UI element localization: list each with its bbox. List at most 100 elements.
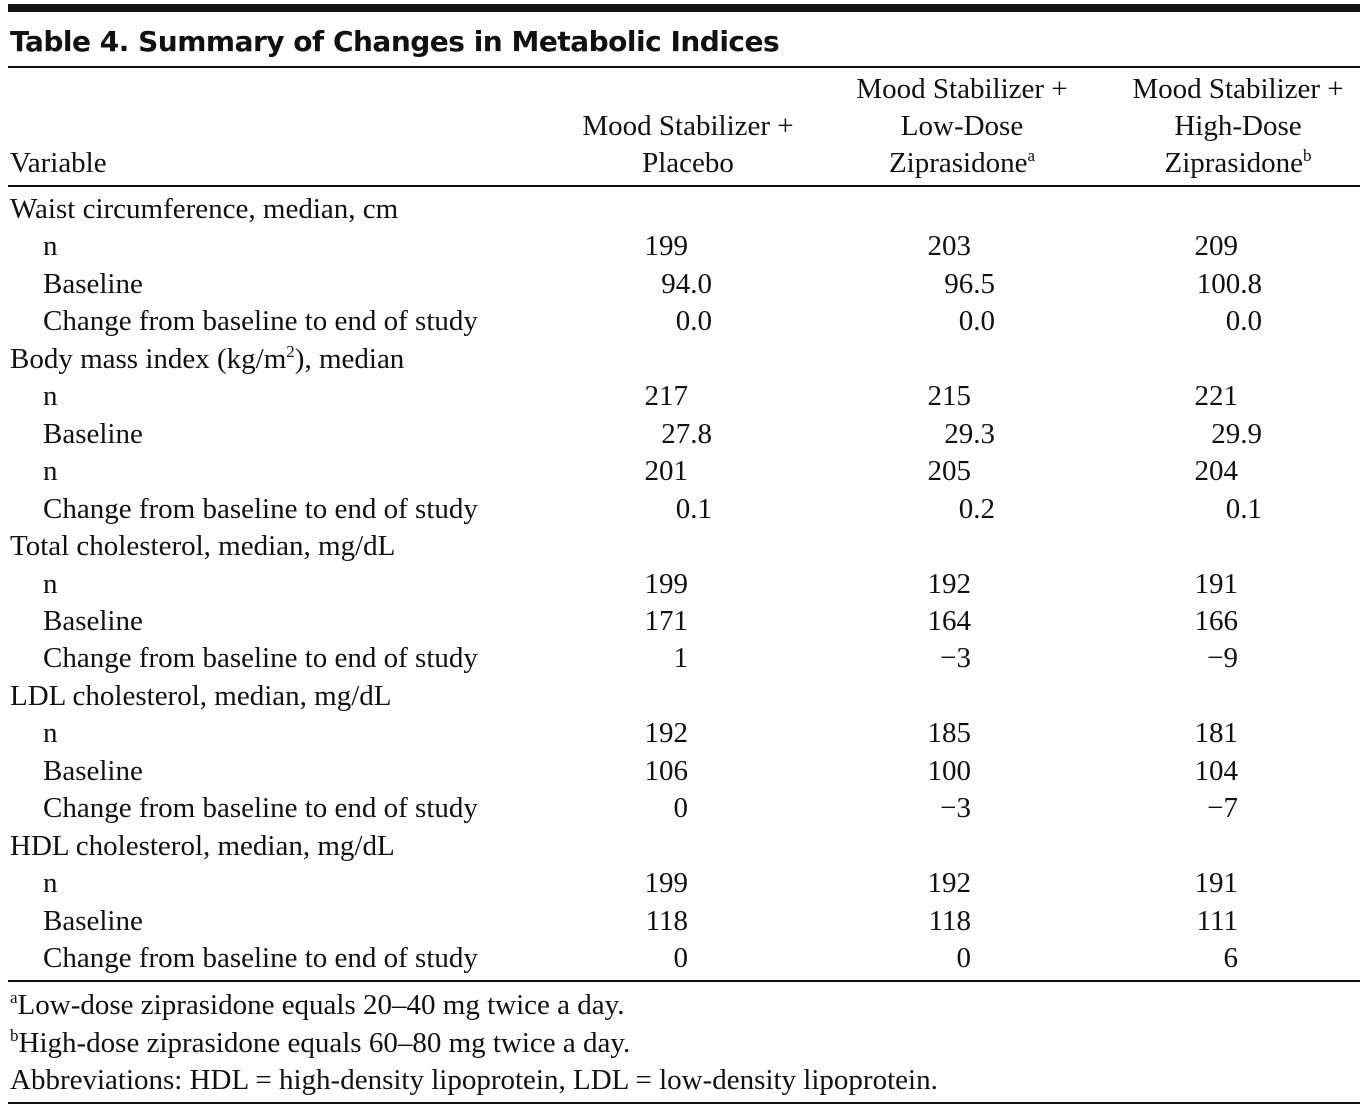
footnote-mark: a [10, 988, 18, 1007]
cell-value: 94.0 [661, 267, 712, 300]
cell-value: 0.0 [958, 305, 995, 338]
footnote-text: High-dose ziprasidone equals 60–80 mg tw… [18, 1027, 631, 1059]
top-rule [8, 4, 1360, 12]
label-text: HDL cholesterol, median, mg/dL [10, 829, 395, 862]
cell-value: 199 [644, 567, 689, 600]
section-label: Body mass index (kg/m2), median [10, 341, 404, 377]
row-label: n [43, 867, 58, 900]
cell-value: 201 [644, 455, 689, 488]
cell-value: 29.3 [944, 417, 995, 450]
column-header: Mood Stabilizer + [488, 108, 888, 144]
column-header: High-Dose [1038, 108, 1370, 144]
cell-value: 100 [927, 754, 972, 787]
cell-value: 185 [927, 717, 972, 750]
cell-value: 0 [673, 792, 689, 825]
cell-value: 205 [927, 455, 972, 488]
cell-value: 100.8 [1196, 267, 1262, 300]
cell-value: 0.2 [958, 492, 995, 525]
label-text: LDL cholesterol, median, mg/dL [10, 679, 392, 712]
rule [8, 66, 1360, 68]
cell-value: 29.9 [1211, 417, 1262, 450]
row-label: Change from baseline to end of study [43, 792, 478, 825]
cell-value: 203 [927, 230, 972, 263]
row-label: n [43, 380, 58, 413]
cell-value: 215 [927, 380, 972, 413]
row-label: Baseline [43, 417, 143, 450]
cell-value: 1 [673, 642, 689, 675]
cell-value: 0 [673, 942, 689, 974]
row-label: Change from baseline to end of study [43, 305, 478, 338]
cell-value: 199 [644, 230, 689, 263]
header-text: Low-Dose [900, 110, 1024, 142]
cell-value: 0.0 [1225, 305, 1262, 338]
label-text: Total cholesterol, median, mg/dL [10, 530, 396, 563]
cell-value: 166 [1194, 604, 1239, 637]
row-label: Change from baseline to end of study [43, 942, 478, 974]
cell-value: 192 [927, 567, 972, 600]
row-label: n [43, 717, 58, 750]
header-text: Ziprasidone [1164, 147, 1303, 179]
column-header: Placebo [488, 145, 888, 181]
cell-value: 6 [1223, 942, 1239, 974]
footnote: bHigh-dose ziprasidone equals 60–80 mg t… [10, 1025, 630, 1061]
row-label: Baseline [43, 904, 143, 937]
header-text: High-Dose [1174, 110, 1302, 142]
column-header: Mood Stabilizer + [762, 71, 1162, 107]
bottom-rule [8, 1102, 1360, 1104]
column-header: Ziprasidoneb [1038, 145, 1370, 181]
column-header: Mood Stabilizer + [1038, 71, 1370, 107]
footnote-mark: b [10, 1026, 19, 1045]
cell-value: 0 [956, 942, 972, 974]
cell-value: 118 [645, 904, 688, 937]
column-header: Low-Dose [762, 108, 1162, 144]
cell-value: −3 [940, 642, 971, 675]
cell-value: 217 [644, 380, 689, 413]
cell-value: 192 [644, 717, 689, 750]
cell-value: −7 [1207, 792, 1238, 825]
label-text: Body mass index (kg/m [10, 342, 287, 375]
cell-value: 0.1 [1225, 492, 1262, 525]
header-text: Ziprasidone [888, 147, 1028, 179]
cell-value: 104 [1194, 754, 1239, 787]
row-label: Change from baseline to end of study [43, 642, 478, 675]
rule [8, 980, 1360, 982]
section-label: HDL cholesterol, median, mg/dL [10, 828, 395, 864]
cell-value: −3 [940, 792, 971, 825]
cell-value: 106 [644, 754, 689, 787]
section-label: Waist circumference, median, cm [10, 191, 398, 227]
header-text: Mood Stabilizer + [1132, 73, 1344, 105]
table-title: Table 4. Summary of Changes in Metabolic… [10, 25, 780, 58]
rule [8, 185, 1360, 187]
row-label: Change from baseline to end of study [43, 492, 478, 525]
column-header: Ziprasidonea [762, 145, 1162, 181]
footnote-mark: b [1303, 146, 1312, 165]
section-label: Total cholesterol, median, mg/dL [10, 528, 395, 564]
label-text: ), median [294, 342, 405, 375]
cell-value: 111 [1196, 904, 1238, 937]
cell-value: 204 [1194, 455, 1239, 488]
cell-value: 191 [1194, 867, 1239, 900]
cell-value: 181 [1194, 717, 1239, 750]
cell-value: 0.1 [675, 492, 712, 525]
footnote: aLow-dose ziprasidone equals 20–40 mg tw… [10, 987, 625, 1023]
cell-value: 192 [927, 867, 972, 900]
cell-value: 164 [927, 604, 972, 637]
cell-value: −9 [1207, 642, 1238, 675]
superscript: 2 [286, 341, 295, 361]
cell-value: 191 [1194, 567, 1239, 600]
section-label: LDL cholesterol, median, mg/dL [10, 678, 391, 714]
header-text: Variable [10, 147, 107, 179]
row-label: Baseline [43, 754, 143, 787]
footnote-text: Low-dose ziprasidone equals 20–40 mg twi… [17, 989, 625, 1021]
cell-value: 27.8 [661, 417, 712, 450]
cell-value: 221 [1194, 380, 1239, 413]
header-text: Mood Stabilizer + [856, 73, 1068, 105]
row-label: n [43, 455, 58, 488]
cell-value: 209 [1194, 230, 1239, 263]
column-header: Variable [10, 145, 107, 181]
row-label: Baseline [43, 267, 143, 300]
cell-value: 96.5 [944, 267, 995, 300]
row-label: Baseline [43, 604, 143, 637]
cell-value: 199 [644, 867, 689, 900]
